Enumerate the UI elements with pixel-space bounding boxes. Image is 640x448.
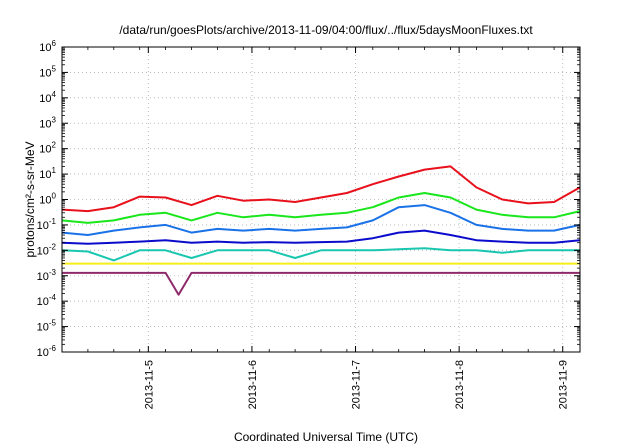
chart-title: /data/run/goesPlots/archive/2013-11-09/0… xyxy=(119,23,533,37)
y-tick-label: 10-6 xyxy=(37,344,57,359)
y-tick-labels: 10-6 10-5 10-4 10-3 10-2 10-1 100 101 102 103 104 1… xyxy=(37,39,57,359)
y-tick-label: 101 xyxy=(39,166,56,181)
ticks xyxy=(61,46,581,353)
x-axis-label: Coordinated Universal Time (UTC) xyxy=(234,430,418,444)
y-axis-label: protons/cm²-s-sr-MeV xyxy=(23,141,37,257)
y-tick-label: 102 xyxy=(39,141,56,156)
y-tick-label: 10-2 xyxy=(37,242,57,257)
x-tick-label: 2013-11-5 xyxy=(143,360,155,409)
y-tick-label: 10-5 xyxy=(37,319,57,334)
series-line-4 xyxy=(61,229,581,245)
y-tick-label: 10-4 xyxy=(37,293,57,308)
series-layer xyxy=(61,165,581,296)
series-line-2 xyxy=(61,192,581,224)
y-tick-label: 10-1 xyxy=(37,217,57,232)
x-tick-labels: 2013-11-5 2013-11-6 2013-11-7 2013-11-8 2013… xyxy=(143,360,569,409)
series-line-7 xyxy=(62,271,580,296)
y-tick-label: 105 xyxy=(39,64,56,79)
series-line-3 xyxy=(61,204,581,236)
y-tick-label: 103 xyxy=(39,115,56,130)
x-tick-label: 2013-11-9 xyxy=(558,360,570,409)
x-tick-label: 2013-11-6 xyxy=(247,360,259,409)
y-tick-label: 104 xyxy=(39,90,56,105)
y-tick-label: 100 xyxy=(39,192,56,207)
x-tick-label: 2013-11-7 xyxy=(351,360,363,409)
y-tick-label: 106 xyxy=(39,39,56,54)
y-tick-label: 10-3 xyxy=(37,268,57,283)
series-line-5 xyxy=(61,247,580,262)
series-line-1 xyxy=(61,165,581,213)
x-tick-label: 2013-11-8 xyxy=(454,360,466,409)
